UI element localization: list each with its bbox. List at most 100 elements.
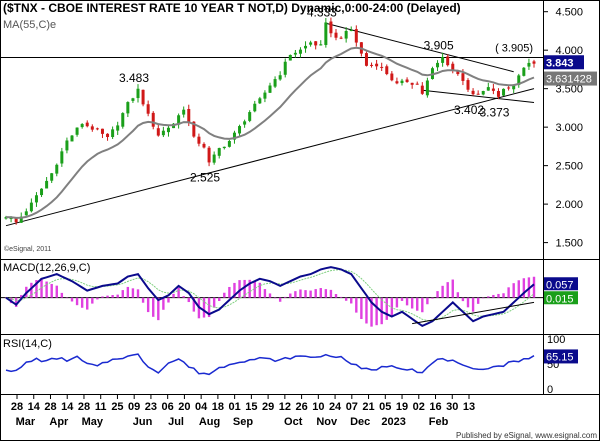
x-tick-label: 21 xyxy=(362,401,374,413)
candle-body xyxy=(278,75,282,80)
macd-hist-bar xyxy=(91,297,94,304)
candle-body xyxy=(70,135,74,142)
macd-hist-bar xyxy=(116,294,119,298)
x-month-label: 2023 xyxy=(381,416,405,428)
candle-body xyxy=(80,124,84,128)
candle-body xyxy=(238,126,242,134)
macd-hist-bar xyxy=(532,276,536,298)
candle-body xyxy=(339,37,343,39)
macd-hist-bar xyxy=(101,296,104,298)
resistance-label: ( 3.905) xyxy=(495,42,533,54)
x-tick-label: 09 xyxy=(128,401,140,413)
rsi-label: RSI(14,C) xyxy=(3,338,52,350)
candle-body xyxy=(273,79,277,87)
macd-hist-bar xyxy=(35,280,38,298)
x-tick-label: 30 xyxy=(446,401,458,413)
x-tick-label: 25 xyxy=(111,401,123,413)
macd-hist-bar xyxy=(507,287,510,298)
last-price-label: 3.843 xyxy=(546,57,574,69)
candle-body xyxy=(9,218,13,220)
candle-body xyxy=(166,127,170,133)
x-tick-label: 13 xyxy=(463,401,475,413)
candle-body xyxy=(375,63,379,67)
macd-hist-bar xyxy=(136,289,140,298)
x-tick-label: 19 xyxy=(396,401,408,413)
candle-body xyxy=(415,83,419,85)
candle-body xyxy=(111,129,115,138)
macd-hist-bar xyxy=(14,297,18,307)
macd-hist-bar xyxy=(416,297,419,311)
candle-body xyxy=(65,140,69,151)
macd-hist-bar xyxy=(339,296,343,298)
candle-body xyxy=(151,112,155,127)
candle-body xyxy=(496,90,500,97)
candle-body xyxy=(512,84,516,90)
candle-body xyxy=(517,75,521,85)
x-month-label: Oct xyxy=(284,416,303,428)
macd-hist-bar xyxy=(441,285,444,298)
candle-body xyxy=(319,44,323,46)
macd-hist-bar xyxy=(106,295,109,298)
candle-body xyxy=(29,202,33,212)
candle-body xyxy=(304,45,308,49)
macd-hist-label: 0.015 xyxy=(546,293,574,305)
macd-trend-line xyxy=(412,301,535,325)
last-price-box xyxy=(544,55,584,70)
macd-hist-bar xyxy=(355,297,358,313)
candle-body xyxy=(161,130,165,136)
candle-body xyxy=(446,56,450,66)
x-tick-label: 15 xyxy=(245,401,257,413)
macd-hist-bar xyxy=(268,293,272,298)
x-month-label: Nov xyxy=(316,416,338,428)
candle-body xyxy=(146,104,150,114)
x-month-label: Feb xyxy=(429,416,449,428)
candle-body xyxy=(50,173,54,181)
x-tick-label: 26 xyxy=(295,401,307,413)
macd-hist-bar xyxy=(111,295,114,298)
candle-body xyxy=(420,85,424,94)
macd-hist-bar xyxy=(456,292,460,298)
candle-body xyxy=(436,62,440,68)
price-tick-label: 2.500 xyxy=(555,161,583,173)
candle-body xyxy=(182,109,186,115)
support-line xyxy=(422,89,535,104)
macd-hist-bar xyxy=(167,297,170,303)
macd-hist-bar xyxy=(273,297,277,299)
macd-hist-bar xyxy=(146,297,150,313)
macd-hist-bar xyxy=(319,288,322,298)
macd-hist-bar xyxy=(329,289,333,298)
annotation-label: 3.402 xyxy=(454,103,484,117)
candle-body xyxy=(476,93,480,95)
candle-body xyxy=(187,109,191,123)
macd-hist-bar xyxy=(248,279,251,298)
x-tick-label: 24 xyxy=(329,401,342,413)
x-month-label: Jun xyxy=(133,416,153,428)
annotation-label: 4.333 xyxy=(307,6,337,20)
macd-hist-bar xyxy=(294,291,297,298)
macd-hist-bar xyxy=(238,280,241,298)
candle-body xyxy=(471,90,475,95)
price-tick-label: 4.000 xyxy=(555,45,583,57)
x-tick-label: 28 xyxy=(44,401,56,413)
macd-hist-bar xyxy=(228,286,231,298)
x-month-label: May xyxy=(82,416,104,428)
candle-body xyxy=(491,88,495,91)
candle-body xyxy=(156,128,160,136)
macd-hist-bar xyxy=(207,297,211,318)
macd-hist-bar xyxy=(350,297,353,304)
macd-hist-bar xyxy=(192,297,196,312)
x-tick-label: 10 xyxy=(312,401,324,413)
macd-label: MACD(12,26,9,C) xyxy=(3,262,90,274)
candle-body xyxy=(141,89,145,105)
candle-body xyxy=(177,115,181,125)
macd-hist-bar xyxy=(141,297,145,303)
candle-body xyxy=(106,133,110,138)
candle-body xyxy=(192,121,196,137)
macd-hist-bar xyxy=(431,297,434,299)
macd-hist-bar xyxy=(96,297,99,300)
candle-body xyxy=(258,98,262,104)
macd-hist-bar xyxy=(152,297,155,317)
candle-body xyxy=(268,85,272,93)
price-tick-label: 3.500 xyxy=(555,84,583,96)
